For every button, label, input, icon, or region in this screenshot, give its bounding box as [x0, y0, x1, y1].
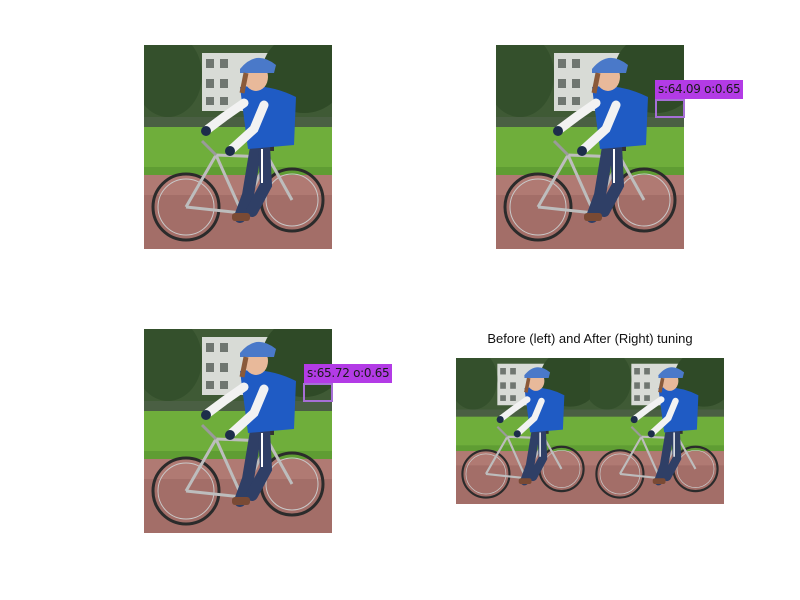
- detection-box: [303, 383, 333, 402]
- cyclist-photo: [496, 45, 684, 249]
- image-detection-2: [144, 329, 332, 533]
- image-before-tuning: [456, 358, 590, 504]
- cyclist-photo: [456, 358, 590, 504]
- image-detection-1: [496, 45, 684, 249]
- image-after-tuning: [590, 358, 724, 504]
- image-original: [144, 45, 332, 249]
- detection-label: s:64.09 o:0.65: [655, 80, 744, 99]
- cyclist-photo: [144, 45, 332, 249]
- cyclist-photo: [144, 329, 332, 533]
- comparison-caption: Before (left) and After (Right) tuning: [487, 331, 693, 346]
- detection-label: s:65.72 o:0.65: [304, 364, 393, 383]
- cyclist-photo: [590, 358, 724, 504]
- detection-box: [655, 99, 685, 118]
